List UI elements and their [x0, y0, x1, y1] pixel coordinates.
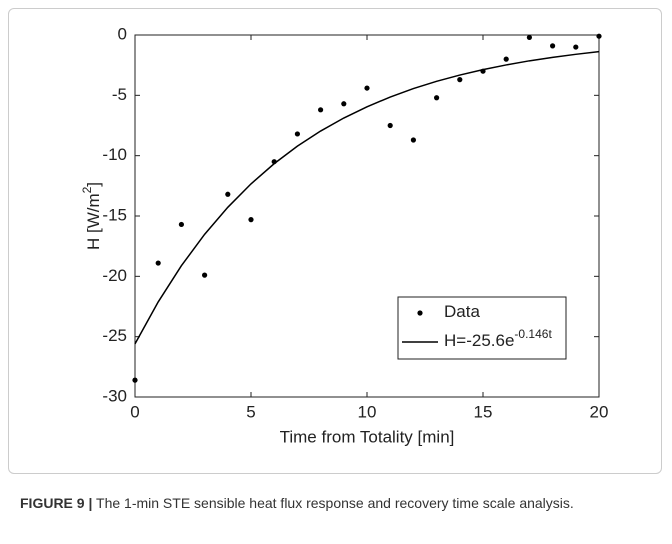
y-axis-label-text: H [W/m	[84, 193, 103, 250]
data-point	[573, 44, 579, 50]
data-point	[596, 33, 602, 39]
y-axis-label-sup: 2	[80, 186, 94, 193]
legend-label: Data	[444, 302, 480, 321]
data-point	[503, 56, 509, 62]
legend-label-text: Data	[444, 302, 480, 321]
x-tick-label: 10	[358, 402, 377, 421]
data-point	[202, 272, 208, 278]
legend-marker	[417, 310, 423, 316]
legend-label-sup: -0.146t	[514, 327, 552, 341]
y-tick-label: 0	[118, 24, 127, 43]
data-point	[387, 122, 393, 129]
x-tick-label: 5	[246, 402, 255, 421]
data-point	[434, 95, 440, 101]
legend-box	[397, 296, 567, 360]
legend-label: H=-25.6e-0.146t	[444, 327, 552, 350]
data-point	[225, 191, 231, 197]
caption-text: The 1-min STE sensible heat flux respons…	[96, 495, 574, 511]
y-tick-label: -10	[102, 145, 127, 164]
y-axis-label-end: ]	[84, 182, 103, 187]
y-tick-label: -25	[102, 326, 127, 345]
y-tick-label: -20	[102, 266, 127, 285]
data-point	[410, 137, 416, 143]
x-tick-label: 20	[590, 402, 609, 421]
data-point	[457, 77, 463, 83]
data-point	[178, 221, 184, 228]
x-tick-label: 15	[474, 402, 493, 421]
fit-line	[134, 50, 600, 345]
y-tick-label: -5	[112, 85, 127, 104]
data-point	[526, 34, 533, 41]
figure-frame	[8, 8, 662, 474]
data-point	[341, 101, 347, 107]
caption-label: FIGURE 9 |	[20, 495, 93, 511]
data-point	[294, 131, 300, 137]
y-axis-label: H [W/m2]	[80, 182, 103, 250]
data-point	[248, 217, 254, 223]
y-tick-label: -15	[102, 205, 127, 224]
legend-label-text: H=-25.6e	[444, 331, 514, 350]
data-point	[364, 85, 370, 91]
y-tick-label: -30	[102, 386, 127, 405]
chart: Time from Totality [min] H [W/m2] -30 -25…	[80, 24, 609, 446]
data-point	[550, 43, 556, 49]
data-point	[318, 107, 324, 113]
data-point	[155, 260, 161, 266]
x-tick-label: 0	[130, 402, 139, 421]
x-axis-label: Time from Totality [min]	[280, 427, 455, 446]
data-point	[132, 377, 138, 383]
caption: FIGURE 9 | The 1-min STE sensible heat f…	[20, 492, 650, 514]
